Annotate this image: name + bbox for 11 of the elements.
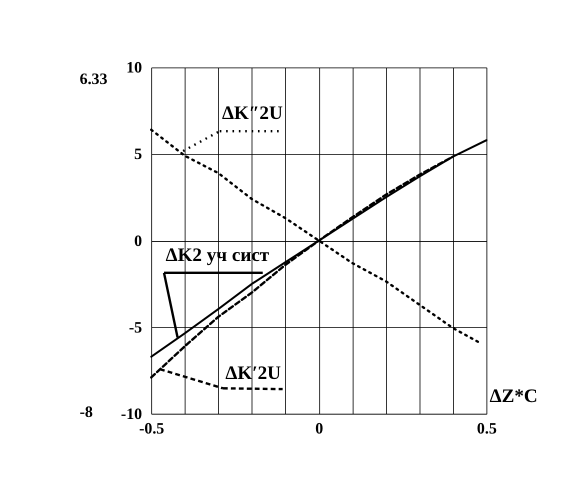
- text: 6.33: [80, 71, 108, 88]
- text: -8: [80, 404, 93, 421]
- x-axis-title: ΔZ*C: [490, 386, 538, 407]
- y-tick-label: -10: [120, 406, 142, 423]
- y-tick-label: -5: [128, 319, 142, 336]
- y-tick-label: 10: [126, 60, 142, 77]
- x-tick-label: -0.5: [139, 420, 164, 438]
- x-tick-label: 0: [315, 420, 324, 438]
- x-tick-label: 0.5: [476, 420, 497, 438]
- y-tick-label: 0: [134, 232, 142, 250]
- y-tick-label: 5: [134, 146, 142, 164]
